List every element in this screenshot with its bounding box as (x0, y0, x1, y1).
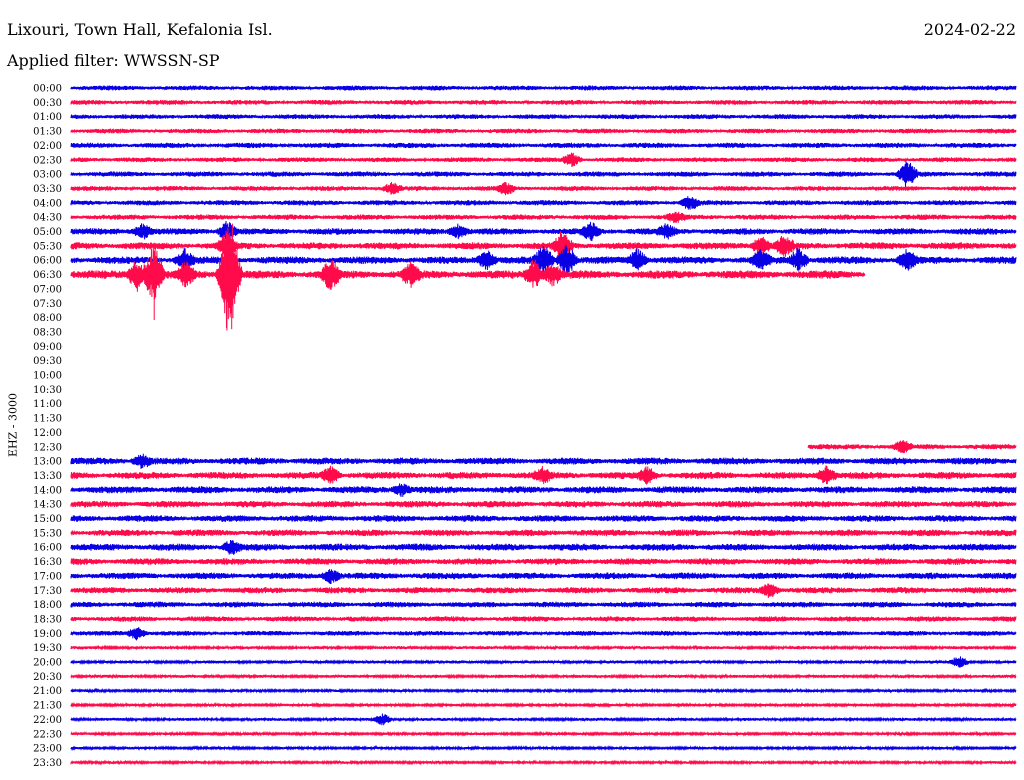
trace-line-1830 (70, 616, 1017, 622)
tick-label: 07:00 (33, 284, 62, 295)
trace-line-0330 (70, 181, 1017, 196)
trace-line-1500 (70, 515, 1017, 522)
trace-line-0000 (70, 85, 1017, 92)
trace-line-2330 (70, 759, 1017, 766)
tick-label: 15:30 (33, 528, 62, 539)
tick-label: 17:30 (33, 586, 62, 597)
trace-line-1600 (70, 539, 1017, 555)
tick-label: 02:30 (33, 155, 62, 166)
tick-label: 04:00 (33, 198, 62, 209)
tick-label: 05:00 (33, 227, 62, 238)
tick-label: 23:00 (33, 744, 62, 755)
tick-label: 03:00 (33, 170, 62, 181)
trace-line-1800 (70, 601, 1017, 608)
tick-label: 04:30 (33, 213, 62, 224)
trace-line-1230 (807, 439, 1017, 454)
trace-line-2300 (70, 744, 1017, 752)
trace-line-0200 (70, 142, 1017, 149)
station-title: Lixouri, Town Hall, Kefalonia Isl. (7, 20, 273, 39)
tick-label: 09:30 (33, 356, 62, 367)
trace-line-2230 (70, 730, 1017, 737)
trace-line-2000 (70, 656, 1017, 668)
trace-line-2100 (70, 687, 1017, 694)
tick-label: 22:00 (33, 715, 62, 726)
tick-label: 16:00 (33, 543, 62, 554)
tick-label: 20:00 (33, 658, 62, 669)
tick-label: 12:30 (33, 442, 62, 453)
tick-label: 06:00 (33, 256, 62, 267)
tick-label: 11:30 (33, 414, 62, 425)
tick-label: 19:00 (33, 629, 62, 640)
tick-label: 21:00 (33, 686, 62, 697)
tick-label: 09:00 (33, 342, 62, 353)
tick-label: 00:00 (33, 84, 62, 95)
tick-label: 18:00 (33, 600, 62, 611)
tick-label: 16:30 (33, 557, 62, 568)
tick-label: 01:00 (33, 112, 62, 123)
trace-line-1530 (70, 529, 1017, 537)
tick-label: 10:00 (33, 371, 62, 382)
trace-line-1730 (70, 583, 1017, 599)
trace-line-1930 (70, 644, 1017, 651)
tick-label: 23:30 (33, 758, 62, 769)
trace-line-0130 (70, 128, 1017, 134)
tick-label: 17:00 (33, 571, 62, 582)
tick-label: 14:00 (33, 485, 62, 496)
tick-label: 13:00 (33, 457, 62, 468)
trace-line-2130 (70, 701, 1017, 709)
trace-line-0630 (70, 223, 866, 329)
tick-label: 07:30 (33, 299, 62, 310)
trace-line-1330 (70, 465, 1017, 485)
trace-line-0100 (70, 113, 1017, 120)
tick-label: 01:30 (33, 127, 62, 138)
trace-line-1300 (70, 453, 1017, 469)
tick-label: 10:30 (33, 385, 62, 396)
tick-label: 20:30 (33, 672, 62, 683)
trace-line-1700 (70, 569, 1017, 585)
trace-line-1430 (70, 500, 1017, 508)
trace-line-0430 (70, 211, 1017, 224)
tick-label: 05:30 (33, 241, 62, 252)
trace-line-1900 (70, 627, 1017, 641)
tick-label: 19:30 (33, 643, 62, 654)
tick-label: 00:30 (33, 98, 62, 109)
trace-line-0230 (70, 152, 1017, 168)
tick-label: 03:30 (33, 184, 62, 195)
tick-label: 18:30 (33, 614, 62, 625)
trace-line-0400 (70, 196, 1017, 210)
trace-line-1630 (70, 558, 1017, 565)
filter-label: Applied filter: WWSSN-SP (7, 51, 220, 70)
tick-label: 14:30 (33, 500, 62, 511)
trace-line-1400 (70, 483, 1017, 498)
tick-label: 22:30 (33, 729, 62, 740)
tick-label: 06:30 (33, 270, 62, 281)
tick-label: 02:00 (33, 141, 62, 152)
trace-line-0300 (70, 161, 1017, 187)
tick-label: 21:30 (33, 701, 62, 712)
tick-label: 15:00 (33, 514, 62, 525)
record-date: 2024-02-22 (923, 20, 1016, 39)
trace-line-2030 (70, 673, 1017, 680)
tick-label: 13:30 (33, 471, 62, 482)
trace-line-0500 (70, 220, 1017, 242)
tick-label: 12:00 (33, 428, 62, 439)
tick-label: 08:00 (33, 313, 62, 324)
tick-label: 11:00 (33, 399, 62, 410)
trace-line-0030 (70, 99, 1017, 106)
tick-label: 08:30 (33, 327, 62, 338)
trace-line-2200 (70, 713, 1017, 726)
